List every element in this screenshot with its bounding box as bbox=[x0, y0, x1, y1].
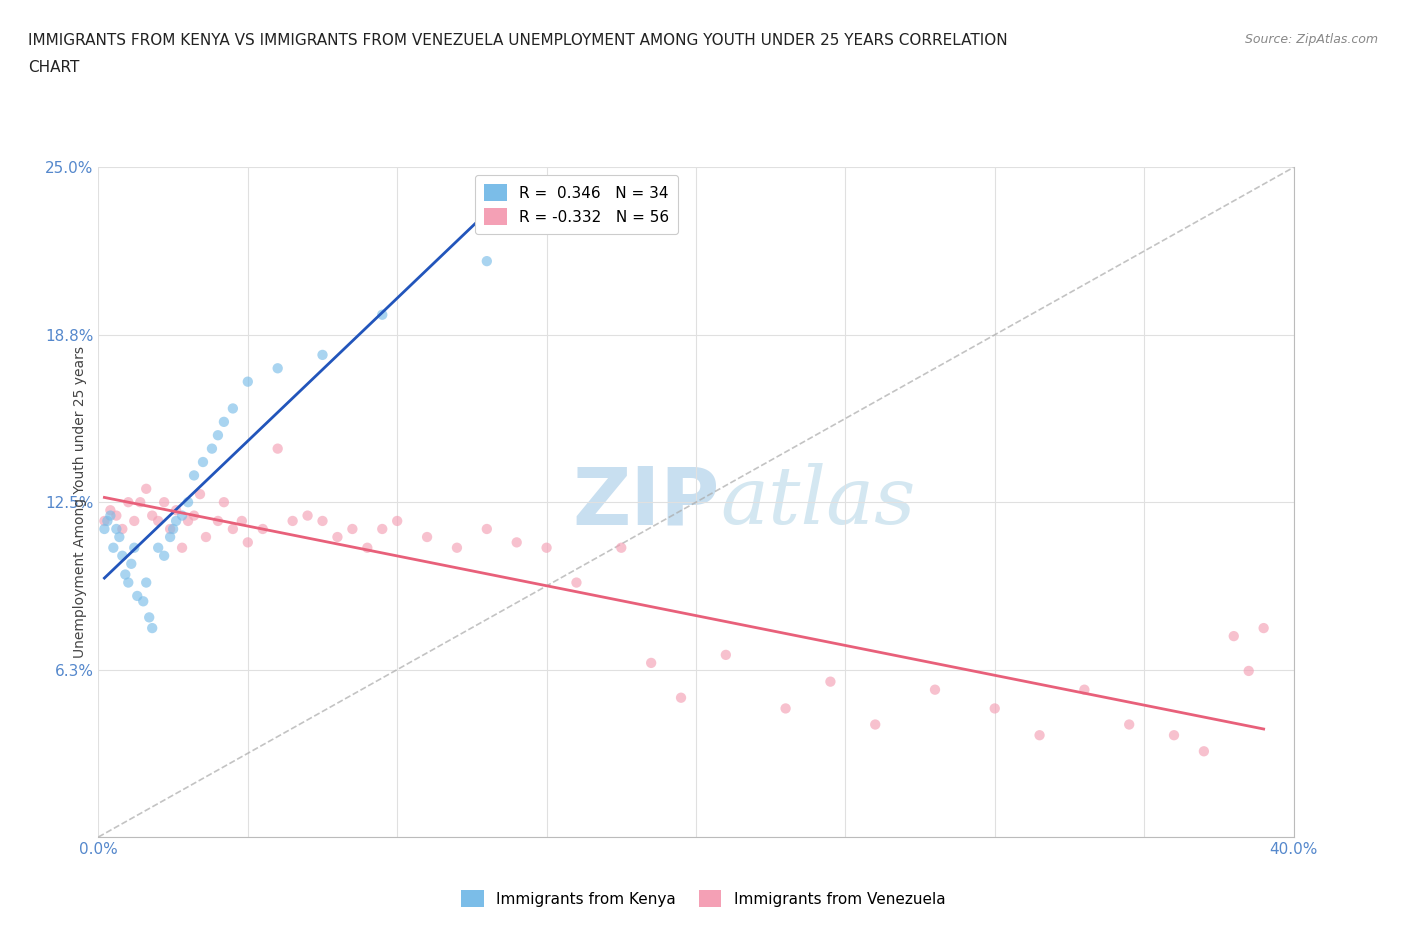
Point bbox=[281, 513, 304, 528]
Point bbox=[159, 529, 181, 544]
Point bbox=[172, 540, 194, 555]
Text: ZIP: ZIP bbox=[572, 463, 720, 541]
Point bbox=[188, 486, 211, 501]
Point bbox=[159, 522, 181, 537]
Point bbox=[135, 575, 157, 590]
Text: CHART: CHART bbox=[28, 60, 80, 75]
Point bbox=[138, 610, 160, 625]
Point bbox=[117, 495, 139, 510]
Point bbox=[165, 513, 187, 528]
Point bbox=[1223, 629, 1246, 644]
Point bbox=[141, 508, 163, 523]
Point bbox=[100, 503, 122, 518]
Point bbox=[111, 522, 134, 537]
Point bbox=[267, 441, 290, 456]
Point bbox=[252, 522, 274, 537]
Point bbox=[385, 513, 409, 528]
Point bbox=[100, 508, 122, 523]
Point bbox=[207, 428, 229, 443]
Point bbox=[177, 513, 200, 528]
Point bbox=[183, 468, 205, 483]
Point bbox=[129, 495, 152, 510]
Point bbox=[446, 540, 468, 555]
Point bbox=[114, 567, 136, 582]
Point bbox=[371, 522, 394, 537]
Point bbox=[669, 690, 692, 705]
Point bbox=[775, 701, 797, 716]
Point bbox=[120, 556, 142, 571]
Legend: Immigrants from Kenya, Immigrants from Venezuela: Immigrants from Kenya, Immigrants from V… bbox=[454, 884, 952, 913]
Point bbox=[231, 513, 253, 528]
Point bbox=[536, 540, 558, 555]
Point bbox=[222, 522, 245, 537]
Point bbox=[356, 540, 378, 555]
Point bbox=[153, 549, 176, 564]
Point bbox=[1192, 744, 1215, 759]
Point bbox=[148, 513, 170, 528]
Point bbox=[212, 415, 235, 430]
Point bbox=[267, 361, 290, 376]
Point bbox=[153, 495, 176, 510]
Point bbox=[141, 620, 163, 635]
Point bbox=[865, 717, 887, 732]
Point bbox=[177, 495, 200, 510]
Point bbox=[820, 674, 842, 689]
Legend: R =  0.346   N = 34, R = -0.332   N = 56: R = 0.346 N = 34, R = -0.332 N = 56 bbox=[475, 175, 678, 234]
Point bbox=[311, 513, 333, 528]
Point bbox=[135, 482, 157, 497]
Point bbox=[236, 535, 259, 550]
Point bbox=[127, 589, 149, 604]
Point bbox=[924, 683, 946, 698]
Point bbox=[326, 529, 349, 544]
Point bbox=[212, 495, 235, 510]
Point bbox=[93, 513, 115, 528]
Point bbox=[105, 522, 128, 537]
Point bbox=[103, 540, 125, 555]
Point bbox=[222, 401, 245, 416]
Point bbox=[195, 529, 218, 544]
Point bbox=[236, 374, 259, 389]
Point bbox=[1253, 620, 1275, 635]
Point bbox=[1028, 728, 1050, 743]
Point bbox=[1118, 717, 1140, 732]
Point bbox=[117, 575, 139, 590]
Point bbox=[96, 513, 118, 528]
Point bbox=[610, 540, 633, 555]
Point bbox=[475, 254, 498, 269]
Point bbox=[108, 529, 131, 544]
Point bbox=[311, 348, 333, 363]
Point bbox=[172, 508, 194, 523]
Point bbox=[1163, 728, 1185, 743]
Point bbox=[984, 701, 1007, 716]
Point bbox=[183, 508, 205, 523]
Point bbox=[124, 540, 146, 555]
Text: IMMIGRANTS FROM KENYA VS IMMIGRANTS FROM VENEZUELA UNEMPLOYMENT AMONG YOUTH UNDE: IMMIGRANTS FROM KENYA VS IMMIGRANTS FROM… bbox=[28, 33, 1008, 47]
Point bbox=[132, 594, 155, 609]
Point bbox=[297, 508, 319, 523]
Point bbox=[124, 513, 146, 528]
Point bbox=[207, 513, 229, 528]
Point bbox=[371, 307, 394, 322]
Point bbox=[506, 535, 529, 550]
Point bbox=[165, 503, 187, 518]
Point bbox=[565, 575, 588, 590]
Point bbox=[1237, 663, 1260, 678]
Point bbox=[148, 540, 170, 555]
Point bbox=[105, 508, 128, 523]
Y-axis label: Unemployment Among Youth under 25 years: Unemployment Among Youth under 25 years bbox=[73, 346, 87, 658]
Point bbox=[416, 529, 439, 544]
Point bbox=[640, 656, 662, 671]
Point bbox=[1073, 683, 1095, 698]
Text: atlas: atlas bbox=[720, 463, 915, 541]
Point bbox=[201, 441, 224, 456]
Point bbox=[111, 549, 134, 564]
Point bbox=[714, 647, 737, 662]
Point bbox=[191, 455, 214, 470]
Point bbox=[342, 522, 364, 537]
Text: Source: ZipAtlas.com: Source: ZipAtlas.com bbox=[1244, 33, 1378, 46]
Point bbox=[93, 522, 115, 537]
Point bbox=[475, 522, 498, 537]
Point bbox=[162, 522, 184, 537]
